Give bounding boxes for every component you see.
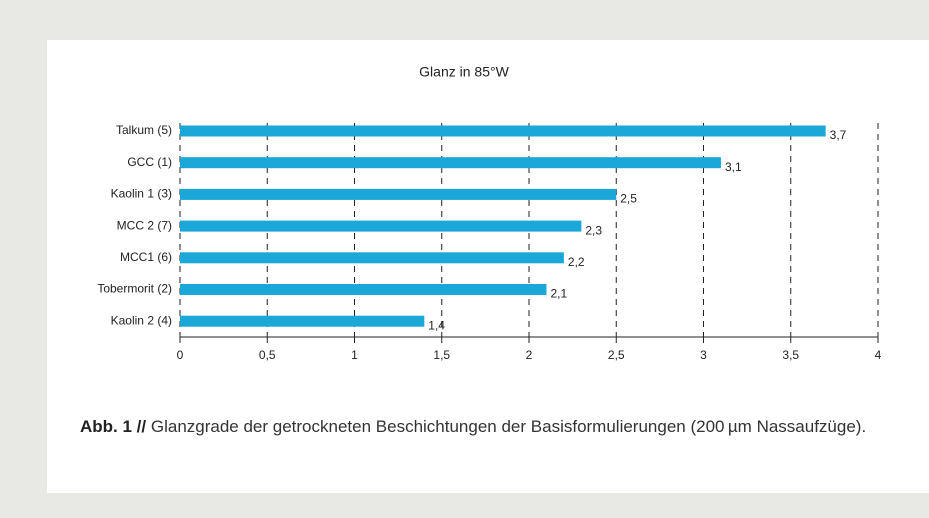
caption-text: Glanzgrade der getrockneten Beschichtung… bbox=[150, 417, 867, 436]
y-tick-label: GCC (1) bbox=[127, 155, 172, 169]
x-tick-label: 1 bbox=[351, 348, 358, 362]
x-tick-label: 1,5 bbox=[433, 348, 450, 362]
x-tick-label: 0 bbox=[177, 348, 184, 362]
value-label: 2,5 bbox=[620, 192, 637, 206]
panel bbox=[47, 40, 929, 493]
y-tick-label: MCC 2 (7) bbox=[117, 218, 172, 232]
y-tick-label: Talkum (5) bbox=[116, 123, 172, 137]
caption: Abb. 1 // Glanzgrade der getrockneten Be… bbox=[80, 412, 900, 442]
x-tick-label: 3 bbox=[700, 348, 707, 362]
x-tick-label: 4 bbox=[875, 348, 882, 362]
bar bbox=[180, 220, 582, 232]
x-tick-label: 2 bbox=[526, 348, 533, 362]
value-label: 2,1 bbox=[550, 287, 567, 301]
bar bbox=[180, 284, 547, 295]
x-tick-label: 3,5 bbox=[782, 348, 799, 362]
value-label: 2,3 bbox=[585, 223, 602, 237]
value-label: 2,2 bbox=[568, 255, 585, 269]
value-label: 1,4 bbox=[428, 318, 445, 332]
bar bbox=[180, 252, 564, 264]
y-tick-label: MCC1 (6) bbox=[120, 250, 172, 264]
value-label: 3,7 bbox=[830, 128, 847, 142]
bar bbox=[180, 157, 721, 169]
bar bbox=[180, 315, 425, 327]
y-tick-label: Kaolin 1 (3) bbox=[111, 187, 172, 201]
bar bbox=[180, 125, 826, 137]
chart: Glanz in 85°W 0 0,5 1 1,5 2 2,5 3 3,5 4 Talkum (5… bbox=[97, 64, 882, 362]
bar bbox=[180, 188, 617, 200]
x-tick-label: 2,5 bbox=[608, 348, 625, 362]
x-tick-label: 0,5 bbox=[259, 348, 276, 362]
caption-label: Abb. 1 // bbox=[80, 417, 147, 436]
y-tick-label: Tobermorit (2) bbox=[97, 282, 172, 296]
value-label: 3,1 bbox=[725, 160, 742, 174]
y-tick-label: Kaolin 2 (4) bbox=[111, 313, 172, 327]
chart-title: Glanz in 85°W bbox=[419, 64, 509, 80]
